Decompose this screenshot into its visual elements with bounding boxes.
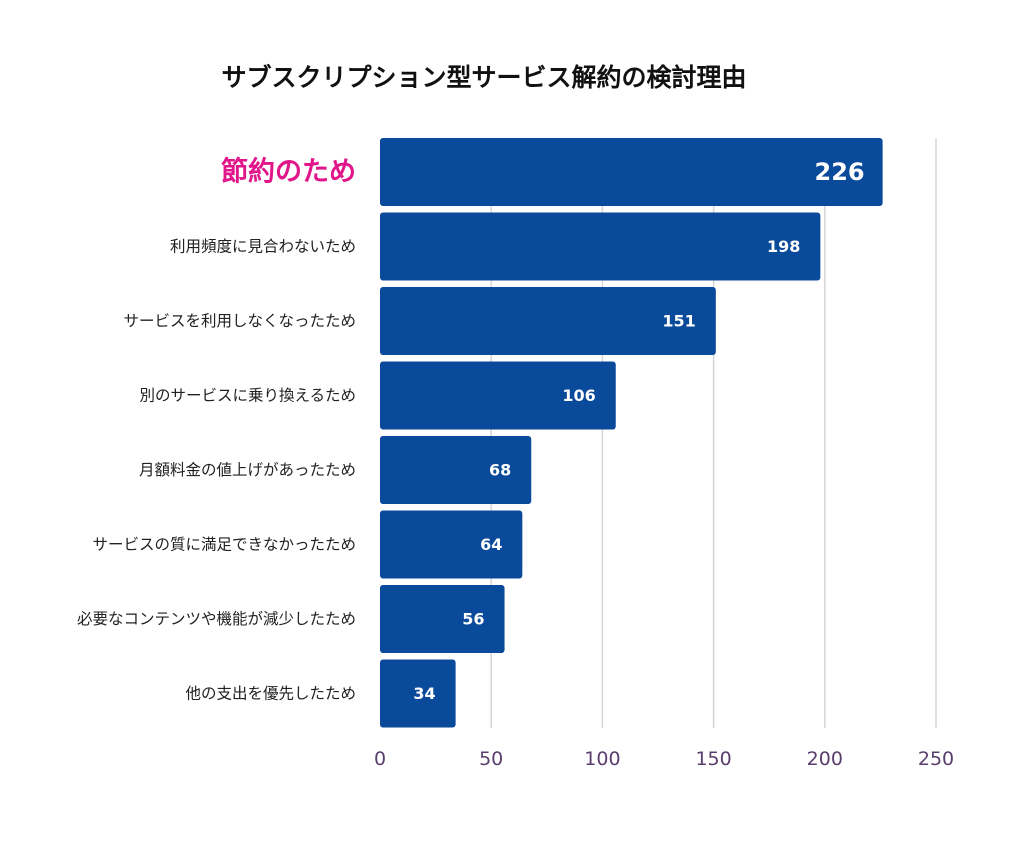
category-label-highlight: 節約のため xyxy=(221,156,356,188)
bar xyxy=(380,659,456,728)
bar xyxy=(380,436,532,504)
category-label: 他の支出を優先したため xyxy=(185,685,356,703)
chart-title: サブスクリプション型サービス解約の検討理由 xyxy=(221,63,746,92)
category-label: 別のサービスに乗り換えるため xyxy=(139,387,356,405)
value-label: 64 xyxy=(480,535,502,554)
bar xyxy=(380,585,505,653)
x-tick-label: 0 xyxy=(374,748,386,770)
bar xyxy=(380,212,821,281)
bars xyxy=(380,138,883,728)
x-tick-label: 150 xyxy=(695,748,731,770)
value-label: 151 xyxy=(662,312,695,331)
x-axis-ticks: 0 50 100 150 200 250 xyxy=(374,748,954,770)
value-label: 106 xyxy=(562,386,595,405)
category-label: サービスを利用しなくなったため xyxy=(123,312,356,330)
value-labels: 226 198 151 106 68 64 56 34 xyxy=(413,158,864,703)
value-label: 68 xyxy=(489,461,511,480)
category-label: 必要なコンテンツや機能が減少したため xyxy=(77,610,356,628)
value-label: 56 xyxy=(462,610,484,629)
bar xyxy=(380,361,616,430)
bar xyxy=(380,510,523,579)
category-label: 月額料金の値上げがあったため xyxy=(139,461,356,479)
category-labels: 節約のため利用頻度に見合わないためサービスを利用しなくなったため別のサービスに乗… xyxy=(77,156,356,703)
bar xyxy=(380,287,716,355)
value-label: 226 xyxy=(815,158,865,186)
x-tick-label: 250 xyxy=(918,748,954,770)
x-tick-label: 100 xyxy=(584,748,620,770)
category-label: サービスの質に満足できなかったため xyxy=(92,536,356,554)
x-tick-label: 50 xyxy=(479,748,503,770)
x-tick-label: 200 xyxy=(807,748,843,770)
category-label: 利用頻度に見合わないため xyxy=(170,238,356,256)
value-label: 198 xyxy=(767,237,800,256)
value-label: 34 xyxy=(413,684,435,703)
bar xyxy=(380,138,883,206)
